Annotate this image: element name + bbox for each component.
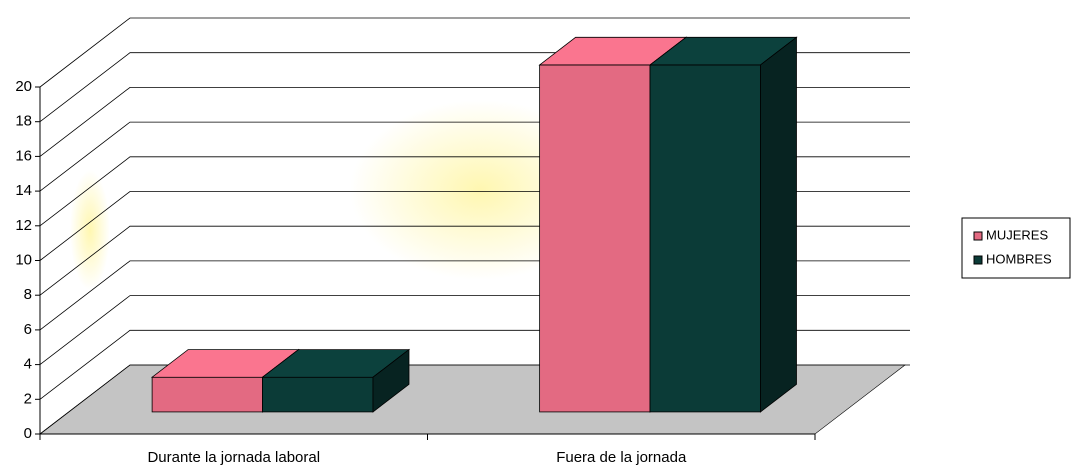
y-tick-label: 2 [24,390,32,407]
bar-front [649,64,761,413]
legend-box [961,217,1071,279]
x-tick-label: Fuera de la jornada [556,449,687,466]
legend-marker [973,255,983,265]
bar-front [262,376,374,413]
legend: MUJERES HOMBRES [961,217,1071,279]
bar-front [539,64,651,413]
y-tick-label: 6 [24,321,32,338]
bar-side [760,36,797,413]
y-tick-label: 4 [24,356,32,373]
y-tick-label: 16 [15,147,32,164]
x-tick-label: Durante la jornada laboral [147,449,320,466]
y-tick-label: 0 [24,425,32,442]
bar-front [151,376,263,413]
y-tick-label: 8 [24,286,32,303]
grid-line [39,17,910,88]
y-tick-label: 12 [15,217,32,234]
bar-side [372,348,410,413]
y-tick-label: 18 [15,113,32,130]
legend-label: HOMBRES [986,251,1052,266]
y-tick-label: 10 [15,251,32,268]
plot: 0 2 4 6 8 10 12 14 16 18 20 Durante la jornada labo… [15,17,910,466]
y-tick-label: 14 [15,182,32,199]
legend-marker [973,231,983,241]
legend-label: MUJERES [986,227,1048,242]
background-glow [70,170,110,290]
y-tick-label: 20 [15,78,32,95]
